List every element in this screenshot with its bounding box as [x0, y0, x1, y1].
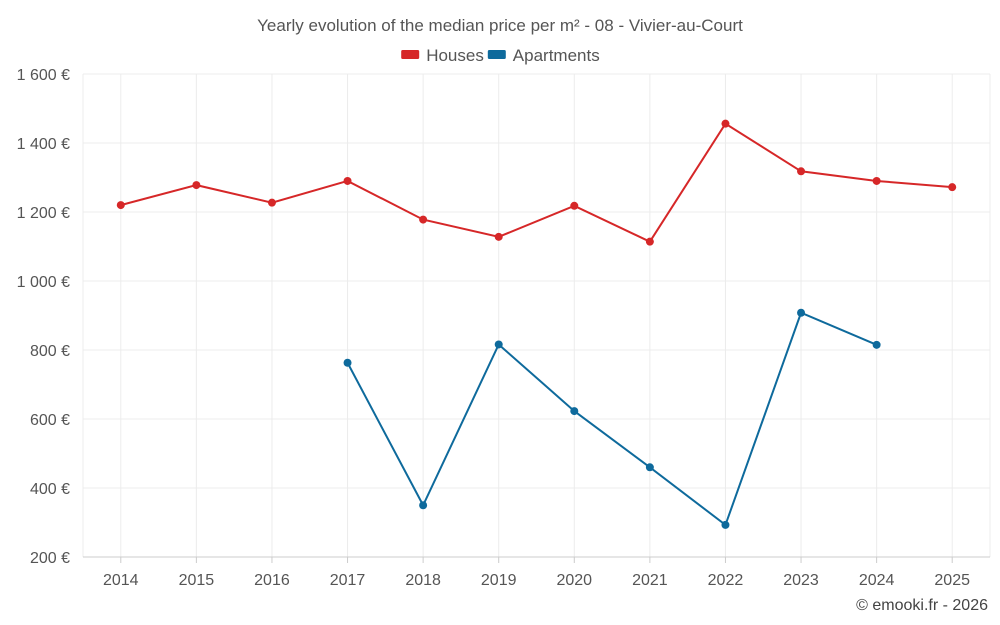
- houses-data-point[interactable]: [570, 201, 579, 210]
- apartments-data-point[interactable]: [872, 340, 881, 349]
- x-tick-label: 2020: [556, 572, 592, 589]
- x-tick-label: 2017: [330, 572, 366, 589]
- y-tick-label: 1 400 €: [17, 136, 70, 153]
- x-tick-label: 2022: [708, 572, 744, 589]
- x-tick-label: 2021: [632, 572, 668, 589]
- legend-swatch-houses: [401, 50, 420, 59]
- y-tick-label: 800 €: [30, 343, 70, 360]
- legend-item-apartments[interactable]: Apartments: [487, 46, 600, 65]
- x-tick-label: 2015: [179, 572, 215, 589]
- houses-data-point[interactable]: [721, 119, 730, 128]
- legend-item-houses[interactable]: Houses: [401, 46, 484, 65]
- legend-swatch-apartments: [487, 50, 506, 59]
- apartments-data-point[interactable]: [797, 308, 806, 317]
- legend-label-apartments: Apartments: [513, 46, 600, 65]
- legend: Houses Apartments: [401, 46, 600, 65]
- houses-data-point[interactable]: [645, 237, 654, 246]
- houses-data-point[interactable]: [343, 176, 352, 185]
- chart-title: Yearly evolution of the median price per…: [257, 16, 743, 35]
- houses-data-point[interactable]: [872, 176, 881, 185]
- y-tick-label: 1 000 €: [17, 274, 70, 291]
- houses-data-point[interactable]: [494, 232, 503, 241]
- apartments-data-point[interactable]: [721, 520, 730, 529]
- apartments-data-point[interactable]: [570, 407, 579, 416]
- y-axis: 200 € 400 € 600 € 800 € 1 000 € 1 200 € 1 400 …: [17, 67, 70, 567]
- apartments-series-line: [346, 311, 878, 527]
- grid: [82, 73, 991, 557]
- apartments-data-point[interactable]: [494, 340, 503, 349]
- x-tick-label: 2016: [254, 572, 290, 589]
- houses-data-point[interactable]: [948, 183, 957, 192]
- houses-data-point[interactable]: [267, 198, 276, 207]
- houses-series-line: [120, 122, 953, 243]
- houses-data-point[interactable]: [192, 181, 201, 190]
- x-tick-label: 2023: [783, 572, 819, 589]
- apartments-data-point[interactable]: [343, 358, 352, 367]
- x-tick-label: 2014: [103, 572, 139, 589]
- x-tick-label: 2025: [934, 572, 970, 589]
- x-tick-label: 2024: [859, 572, 895, 589]
- x-tick-label: 2018: [405, 572, 441, 589]
- y-tick-label: 1 600 €: [17, 67, 70, 84]
- houses-data-point[interactable]: [419, 215, 428, 224]
- y-tick-label: 400 €: [30, 481, 70, 498]
- y-tick-label: 200 €: [30, 550, 70, 567]
- x-tick-label: 2019: [481, 572, 517, 589]
- legend-label-houses: Houses: [426, 46, 484, 65]
- x-axis: 2014 2015 2016 2017 2018 2019 2020 2021 2022 2023…: [83, 556, 990, 589]
- y-tick-label: 600 €: [30, 412, 70, 429]
- houses-data-point[interactable]: [116, 201, 125, 210]
- apartments-data-point[interactable]: [419, 501, 428, 510]
- y-tick-label: 1 200 €: [17, 205, 70, 222]
- apartments-data-point[interactable]: [645, 463, 654, 472]
- series-group: [116, 119, 957, 529]
- credit-text: © emooki.fr - 2026: [856, 597, 988, 614]
- houses-data-point[interactable]: [797, 167, 806, 176]
